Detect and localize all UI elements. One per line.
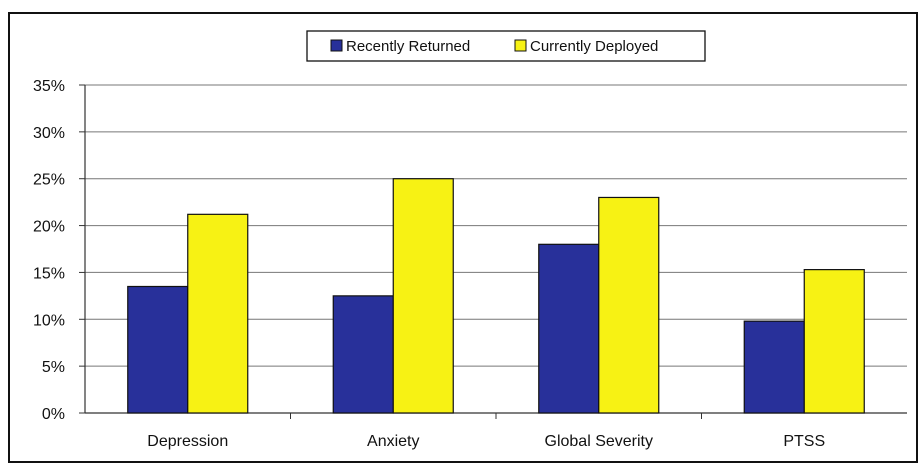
legend-box	[306, 30, 706, 62]
bar-currently-deployed	[598, 196, 660, 414]
y-tick-label: 20%	[33, 219, 65, 236]
y-tick-label: 15%	[33, 265, 65, 282]
y-tick-label: 30%	[33, 125, 65, 142]
x-tick-label: Anxiety	[367, 433, 419, 450]
bar-recently-returned	[332, 295, 394, 414]
x-tick-label: Global Severity	[545, 433, 654, 450]
bars	[127, 178, 865, 414]
bar-currently-deployed	[187, 213, 249, 414]
y-tick-label: 0%	[42, 406, 65, 423]
y-tick-label: 10%	[33, 312, 65, 329]
x-tick-label: PTSS	[783, 433, 825, 450]
bar-currently-deployed	[392, 178, 454, 414]
bar-recently-returned	[743, 320, 805, 414]
bar-recently-returned	[538, 243, 600, 414]
legend: Recently Returned Currently Deployed	[306, 30, 706, 62]
bar-recently-returned	[127, 285, 189, 414]
x-tick-label: Depression	[147, 433, 228, 450]
y-tick-label: 25%	[33, 172, 65, 189]
y-tick-label: 5%	[42, 359, 65, 376]
x-tick-labels: Depression Anxiety Global Severity PTSS	[147, 433, 825, 450]
legend-label-currently-deployed: Currently Deployed	[530, 38, 658, 55]
y-tick-labels: 0% 5% 10% 15% 20% 25% 30% 35%	[33, 78, 65, 423]
bar-currently-deployed	[803, 269, 865, 414]
y-tick-label: 35%	[33, 78, 65, 95]
legend-swatch-recently-returned	[330, 39, 343, 52]
legend-swatch-currently-deployed	[514, 39, 527, 52]
legend-label-recently-returned: Recently Returned	[346, 38, 470, 55]
